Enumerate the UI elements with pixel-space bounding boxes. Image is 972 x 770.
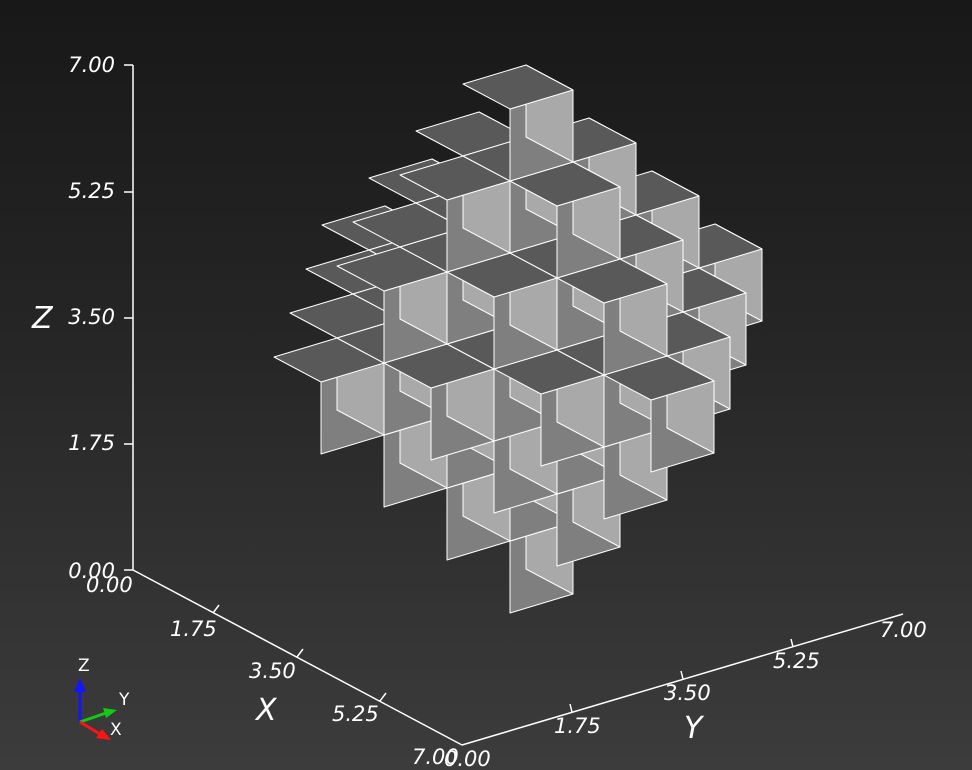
- voxel-cube: [603, 355, 715, 473]
- z-tick-label: 7.00: [68, 53, 115, 77]
- x-tick-label: 1.75: [170, 617, 217, 641]
- x-tick-label: 0.00: [86, 573, 133, 597]
- orientation-y-label: Y: [118, 690, 130, 710]
- x-arrowhead-icon: [96, 729, 111, 740]
- z-tick-label: 5.25: [68, 179, 115, 203]
- cube-face-top: [462, 64, 574, 110]
- z-tick-label: 0.00: [68, 559, 115, 583]
- y-tick-label: 0.00: [444, 747, 491, 770]
- z-tick-label: 1.75: [68, 431, 115, 455]
- orientation-widget[interactable]: Z Y X: [74, 656, 130, 740]
- z-arrowhead-icon: [74, 678, 86, 692]
- z-axis: 7.00 5.25 3.50 1.75 0.00 Z: [31, 53, 134, 583]
- z-axis-title: Z: [31, 301, 54, 336]
- voxel-shape: [273, 64, 763, 614]
- x-axis: 0.00 1.75 3.50 5.25 7.00 X: [86, 569, 463, 769]
- voxel-cube: [399, 155, 511, 273]
- y-axis-title: Y: [684, 711, 705, 746]
- y-arrowhead-icon: [103, 708, 117, 718]
- voxel-cube: [336, 246, 448, 364]
- voxel-cube: [383, 343, 495, 461]
- orientation-z-label: Z: [78, 656, 90, 676]
- z-tick-label: 3.50: [68, 305, 115, 329]
- x-axis-title: X: [254, 693, 278, 728]
- x-arrow-icon: [79, 720, 101, 736]
- orientation-x-label: X: [110, 720, 122, 740]
- x-tick-label: 7.00: [412, 745, 459, 769]
- voxel-cube: [462, 64, 574, 182]
- voxel-cube: [273, 337, 385, 455]
- y-axis: 0.00 1.75 3.50 5.25 7.00 Y: [444, 613, 927, 770]
- y-tick-label: 7.00: [880, 618, 927, 642]
- x-tick-label: 5.25: [332, 702, 379, 726]
- voxel-cube: [446, 252, 558, 370]
- y-tick-label: 5.25: [773, 649, 820, 673]
- y-arrow-icon: [79, 711, 107, 724]
- y-tick-label: 1.75: [554, 714, 601, 738]
- y-tick-label: 3.50: [664, 681, 711, 705]
- x-tick-label: 3.50: [249, 659, 296, 683]
